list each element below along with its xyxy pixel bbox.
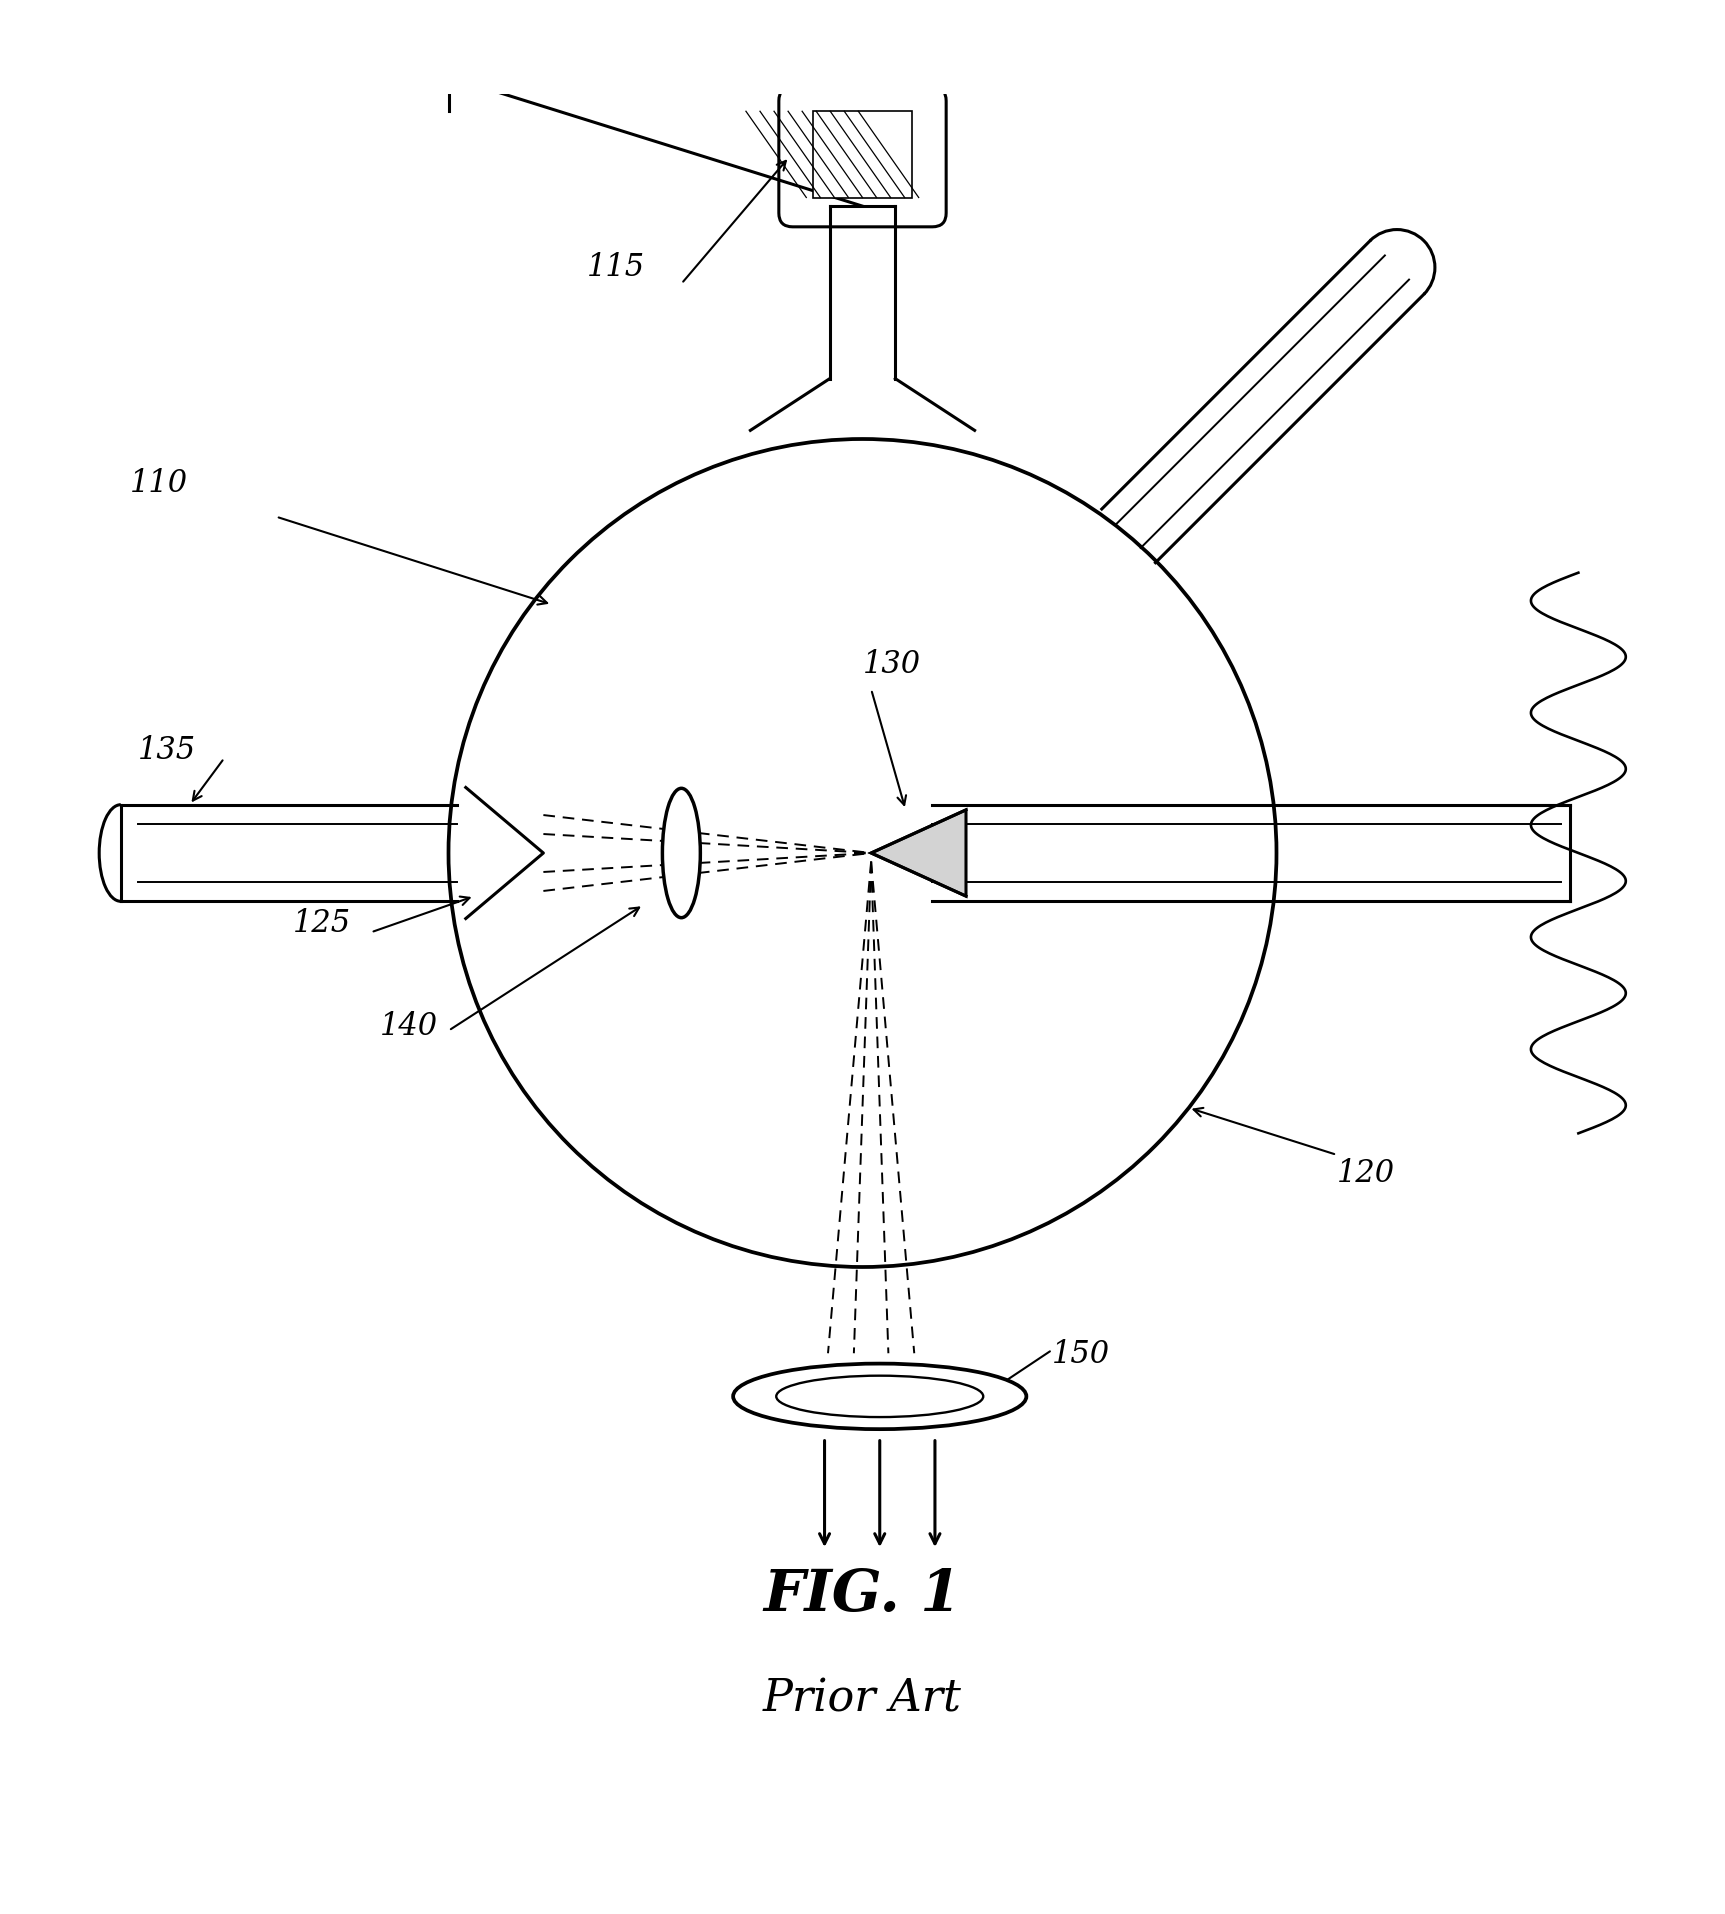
Ellipse shape [662, 789, 700, 919]
Text: 125: 125 [293, 907, 352, 938]
Text: Prior Art: Prior Art [762, 1677, 963, 1721]
Text: 135: 135 [138, 735, 197, 766]
Text: 120: 120 [1337, 1158, 1396, 1189]
Bar [814, 113, 913, 199]
Text: 150: 150 [1052, 1338, 1111, 1369]
Text: 140: 140 [380, 1011, 438, 1041]
Text: FIG. 1: FIG. 1 [764, 1568, 961, 1623]
Text: 130: 130 [862, 649, 921, 679]
Text: 115: 115 [586, 253, 645, 283]
Text: 110: 110 [129, 467, 188, 498]
Ellipse shape [733, 1365, 1026, 1430]
Polygon shape [871, 810, 966, 896]
